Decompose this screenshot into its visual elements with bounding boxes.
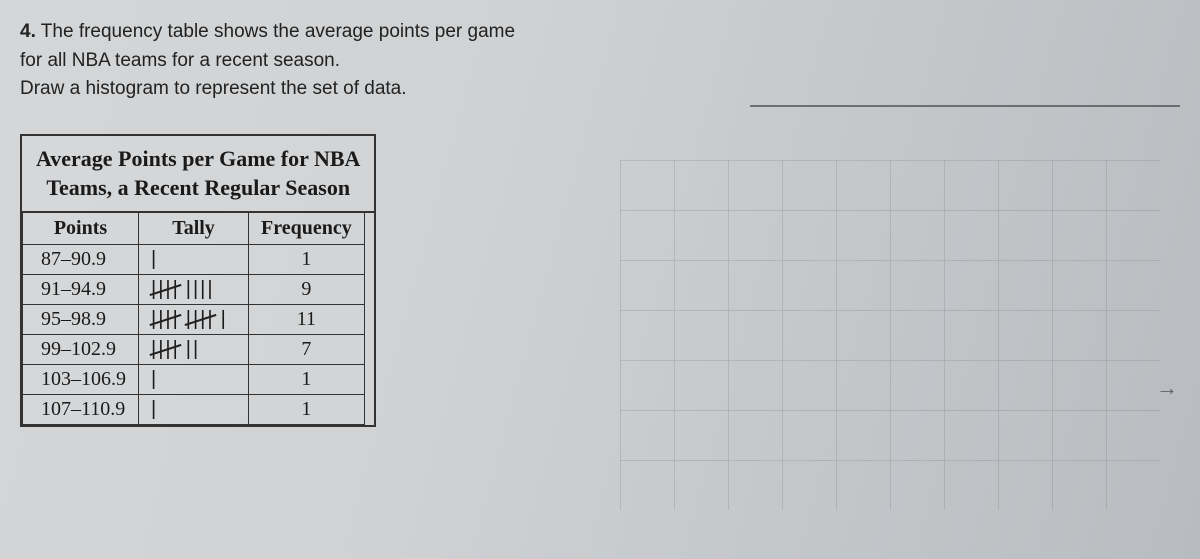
axis-arrow-icon: → <box>1156 375 1178 401</box>
question-number: 4. <box>20 21 36 42</box>
cell-points: 99–102.9 <box>23 334 139 364</box>
question-line1: The frequency table shows the average po… <box>41 21 515 42</box>
cell-tally: | <box>139 244 249 274</box>
table-row: 91–94.9 |||| |||| 9 <box>23 274 365 304</box>
question-text: 4. The frequency table shows the average… <box>20 18 620 104</box>
tally-five-icon: |||| <box>151 338 180 361</box>
cell-tally: |||||| <box>139 334 249 364</box>
col-header-points: Points <box>23 213 139 245</box>
cell-points: 107–110.9 <box>23 394 139 424</box>
cell-frequency: 9 <box>249 274 365 304</box>
answer-rule-line <box>750 105 1180 107</box>
tally-mark-icon: | <box>151 368 158 390</box>
question-line2: for all NBA teams for a recent season. <box>20 50 340 71</box>
cell-tally: | <box>139 364 249 394</box>
table-title: Average Points per Game for NBA Teams, a… <box>22 136 374 213</box>
cell-frequency: 7 <box>249 334 365 364</box>
cell-tally: | <box>139 394 249 424</box>
table-row: 87–90.9 | 1 <box>23 244 365 274</box>
table-title-line1: Average Points per Game for NBA <box>36 146 360 171</box>
cell-frequency: 11 <box>249 304 365 334</box>
cell-points: 95–98.9 <box>23 304 139 334</box>
table-row: 103–106.9 | 1 <box>23 364 365 394</box>
table-row: 99–102.9||||||7 <box>23 334 365 364</box>
blank-histogram-grid <box>620 160 1160 510</box>
tally-mark-icon: | <box>221 308 228 330</box>
tally-five-icon: |||| <box>151 308 180 331</box>
tally-mark-icon: | <box>151 398 158 420</box>
table-title-line2: Teams, a Recent Regular Season <box>46 175 350 200</box>
col-header-frequency: Frequency <box>249 213 365 245</box>
tally-mark-icon: |||| <box>186 278 215 300</box>
tally-five-icon: |||| <box>151 278 180 301</box>
table-row: 95–98.9|||||||||11 <box>23 304 365 334</box>
cell-frequency: 1 <box>249 364 365 394</box>
col-header-tally: Tally <box>139 213 249 245</box>
cell-frequency: 1 <box>249 394 365 424</box>
table-row: 107–110.9 | 1 <box>23 394 365 424</box>
frequency-table: Average Points per Game for NBA Teams, a… <box>20 134 376 427</box>
tally-mark-icon: | <box>151 248 158 270</box>
cell-tally: ||||||||| <box>139 304 249 334</box>
cell-frequency: 1 <box>249 244 365 274</box>
tally-mark-icon: || <box>186 338 200 360</box>
cell-points: 87–90.9 <box>23 244 139 274</box>
cell-points: 91–94.9 <box>23 274 139 304</box>
question-line3: Draw a histogram to represent the set of… <box>20 78 407 99</box>
tally-five-icon: |||| <box>186 308 215 331</box>
cell-points: 103–106.9 <box>23 364 139 394</box>
cell-tally: |||| |||| <box>139 274 249 304</box>
